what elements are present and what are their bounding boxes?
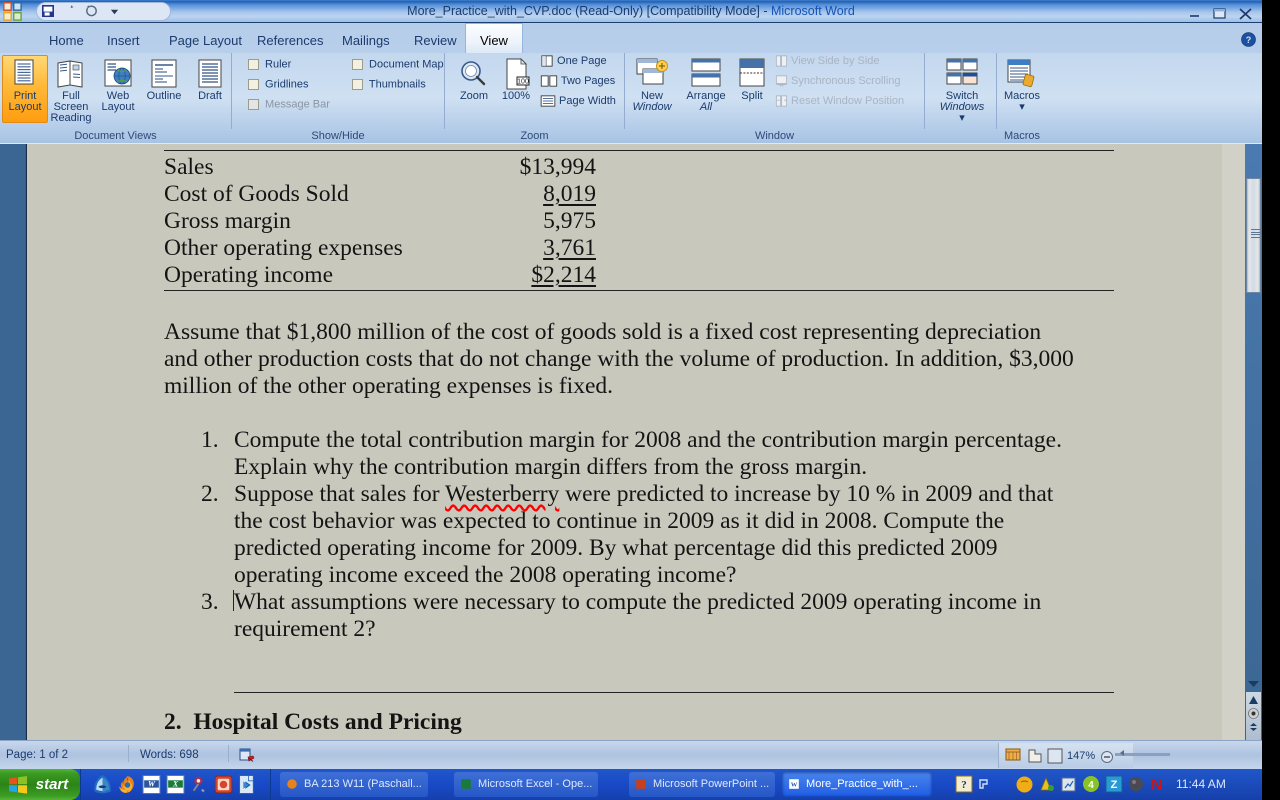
svg-text:X: X xyxy=(172,780,179,789)
svg-text:N: N xyxy=(1151,777,1163,793)
svg-text:?: ? xyxy=(1246,35,1252,45)
svg-text:4: 4 xyxy=(1088,780,1094,791)
svg-text:W: W xyxy=(148,780,156,789)
svg-text:?: ? xyxy=(961,779,967,791)
svg-text:100: 100 xyxy=(517,79,529,86)
svg-text:W: W xyxy=(791,781,798,788)
svg-text:Z: Z xyxy=(1111,779,1118,791)
